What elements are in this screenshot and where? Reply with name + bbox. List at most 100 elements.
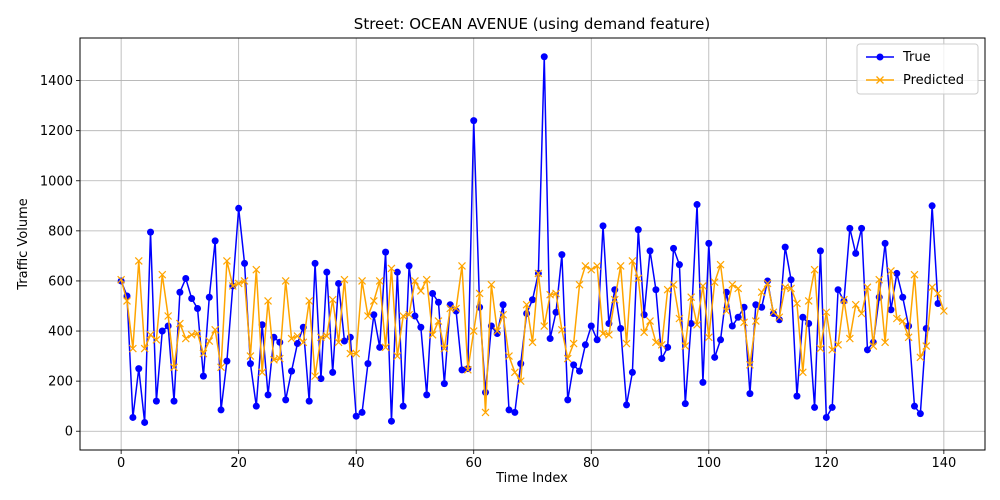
- data-point-true: [863, 346, 871, 354]
- data-point-predicted: [158, 270, 167, 279]
- data-point-true: [147, 228, 155, 236]
- data-point-true: [481, 388, 489, 396]
- data-point-predicted: [328, 295, 337, 304]
- data-point-predicted: [698, 282, 707, 290]
- data-point-predicted: [387, 264, 396, 273]
- data-point-true: [910, 402, 918, 410]
- data-point-predicted: [781, 283, 790, 292]
- data-point-true: [728, 322, 736, 330]
- data-point-true: [540, 53, 548, 61]
- data-point-predicted: [934, 289, 942, 298]
- data-point-predicted: [540, 322, 549, 330]
- data-point-predicted: [552, 289, 560, 298]
- data-point-predicted: [722, 307, 731, 315]
- data-point-predicted: [810, 265, 819, 274]
- data-point-predicted: [164, 312, 173, 320]
- data-point-predicted: [416, 287, 425, 295]
- data-point-predicted: [769, 308, 778, 317]
- y-tick-label: 1200: [40, 124, 73, 139]
- data-point-predicted: [505, 352, 513, 361]
- data-point-predicted: [740, 318, 748, 327]
- data-point-true: [934, 299, 942, 307]
- data-point-predicted: [575, 280, 584, 289]
- data-point-true: [928, 202, 936, 210]
- data-point-predicted: [311, 372, 319, 381]
- data-point-predicted: [628, 256, 637, 265]
- data-point-true: [793, 392, 801, 400]
- data-point-true: [822, 413, 830, 421]
- data-point-predicted: [199, 349, 208, 358]
- x-tick-label: 60: [465, 456, 482, 471]
- data-point-true: [282, 396, 290, 404]
- y-tick-label: 800: [48, 224, 73, 239]
- data-point-predicted: [563, 354, 572, 363]
- data-point-predicted: [193, 329, 202, 338]
- data-point-true: [170, 397, 178, 405]
- data-point-predicted: [557, 325, 566, 334]
- y-tick-label: 400: [48, 325, 73, 340]
- data-point-predicted: [440, 344, 449, 353]
- data-point-predicted: [546, 290, 555, 299]
- data-point-predicted: [228, 282, 237, 290]
- data-point-true: [828, 403, 836, 411]
- data-point-predicted: [581, 261, 590, 270]
- data-point-true: [517, 360, 525, 368]
- data-point-true: [576, 367, 584, 375]
- data-point-predicted: [493, 327, 502, 335]
- data-point-true: [417, 323, 425, 331]
- data-point-predicted: [828, 345, 837, 354]
- data-point-predicted: [123, 297, 131, 305]
- data-point-true: [499, 301, 507, 309]
- data-point-predicted: [687, 293, 696, 302]
- data-point-predicted: [117, 275, 126, 284]
- data-point-true: [199, 372, 207, 380]
- data-point-predicted: [299, 338, 308, 347]
- data-point-predicted: [481, 408, 490, 417]
- data-point-predicted: [681, 342, 690, 350]
- data-point-true: [587, 322, 595, 330]
- data-point-predicted: [610, 295, 619, 304]
- data-point-true: [440, 380, 448, 388]
- data-point-predicted: [211, 325, 220, 334]
- data-point-true: [758, 303, 766, 311]
- data-point-true: [152, 397, 160, 405]
- data-point-true: [899, 293, 907, 301]
- data-point-true: [493, 330, 501, 338]
- x-tick-label: 120: [814, 456, 839, 471]
- data-point-true: [258, 321, 266, 329]
- data-point-predicted: [751, 317, 760, 325]
- data-point-predicted: [364, 312, 372, 320]
- data-point-true: [628, 368, 636, 376]
- data-point-predicted: [675, 314, 684, 323]
- data-point-true: [241, 259, 249, 267]
- data-point-true: [652, 286, 660, 294]
- data-point-true: [176, 288, 184, 296]
- data-point-predicted: [358, 277, 367, 285]
- data-point-true: [681, 400, 689, 408]
- data-point-true: [293, 340, 301, 348]
- legend-label-predicted: Predicted: [903, 73, 964, 88]
- data-point-true: [434, 298, 442, 306]
- data-point-true: [693, 201, 701, 209]
- data-point-true: [411, 312, 419, 320]
- data-point-true: [581, 341, 589, 349]
- data-point-true: [617, 325, 625, 333]
- data-point-predicted: [381, 343, 390, 352]
- data-point-predicted: [346, 349, 355, 358]
- data-point-predicted: [181, 334, 190, 343]
- data-point-predicted: [922, 342, 931, 350]
- data-point-predicted: [704, 333, 713, 342]
- data-point-true: [705, 239, 713, 247]
- data-point-predicted: [822, 308, 831, 317]
- y-axis-title: Traffic Volume: [16, 198, 31, 291]
- data-point-predicted: [746, 360, 754, 369]
- data-point-predicted: [910, 270, 919, 279]
- y-tick-label: 1000: [40, 174, 73, 189]
- data-point-predicted: [534, 269, 543, 278]
- legend-marker-true: [876, 53, 884, 61]
- data-point-predicted: [469, 327, 478, 335]
- data-point-predicted: [845, 334, 854, 343]
- data-point-predicted: [452, 304, 461, 313]
- data-point-predicted: [275, 354, 284, 363]
